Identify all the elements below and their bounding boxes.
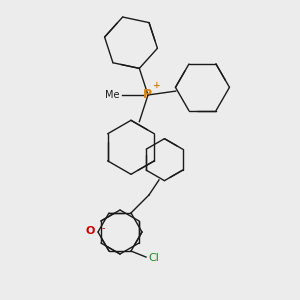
Text: -: -: [102, 223, 106, 233]
Text: +: +: [153, 82, 161, 91]
Text: Me: Me: [106, 90, 120, 100]
Text: P: P: [142, 88, 152, 101]
Text: Cl: Cl: [148, 253, 159, 263]
Text: O: O: [85, 226, 95, 236]
